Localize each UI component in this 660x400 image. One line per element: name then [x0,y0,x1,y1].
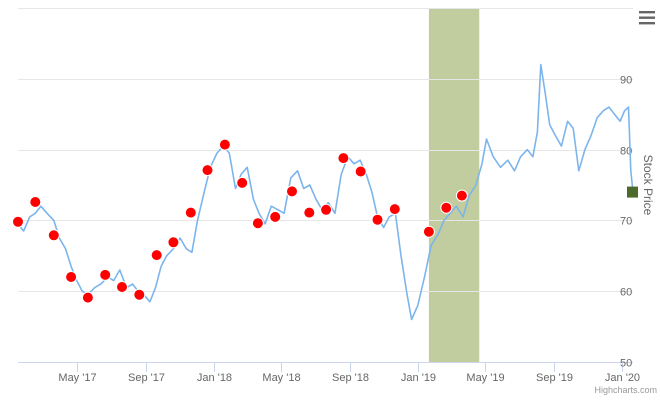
scatter-point [388,203,401,216]
y-tick-label: 70 [620,216,632,228]
scatter-point [47,229,60,242]
highlight-band [428,8,480,362]
x-tick-label: Sep '19 [536,372,573,384]
x-tick-label: Sep '17 [128,372,165,384]
scatter-point [218,138,231,151]
scatter-point [133,288,146,301]
x-axis: May '17 Sep '17 Jan '18 May '18 Sep '18 Jan '… [18,362,640,384]
scatter-point [303,206,316,219]
scatter-point [269,210,282,223]
scatter-point [440,201,453,214]
scatter-point [201,164,214,177]
y-axis: 50 60 70 80 90 [620,75,632,370]
x-tick-label: May '18 [262,372,300,384]
x-tick-label: May '17 [58,372,96,384]
y-tick-label: 80 [620,146,632,158]
scatter-point [422,225,435,238]
chart-context-menu-button[interactable] [636,8,658,30]
chart-credits[interactable]: Highcharts.com [594,385,657,395]
scatter-point [99,268,112,281]
scatter-point [286,185,298,198]
scatter-point [81,291,94,304]
scatter-point [29,196,42,208]
scatter-point [12,215,24,228]
series-layer [12,63,638,321]
x-tick-label: May '19 [466,372,504,384]
scatter-point [320,203,333,216]
scatter-point [65,271,78,283]
last-value-marker [627,186,638,198]
scatter-point [150,249,163,262]
y-axis-title: Stock Price [641,155,655,216]
x-tick-label: Jan '20 [605,372,640,384]
y-tick-label: 90 [620,75,632,87]
y-tick-label: 50 [620,358,632,370]
x-tick-label: Jan '19 [401,372,436,384]
price-line [17,63,634,321]
scatter-point [116,281,128,293]
scatter-point [184,206,197,219]
hamburger-menu-icon[interactable] [639,11,655,25]
scatter-point [371,213,384,226]
x-tick-label: Sep '18 [332,372,369,384]
scatter-point [455,189,468,202]
scatter-point [251,217,264,230]
scatter-point [167,236,180,249]
scatter-point [354,165,367,178]
x-tick-label: Jan '18 [197,372,232,384]
plot-band-layer [428,8,480,362]
scatter-point [337,152,350,165]
y-tick-label: 60 [620,287,632,299]
scatter-point [236,176,249,189]
